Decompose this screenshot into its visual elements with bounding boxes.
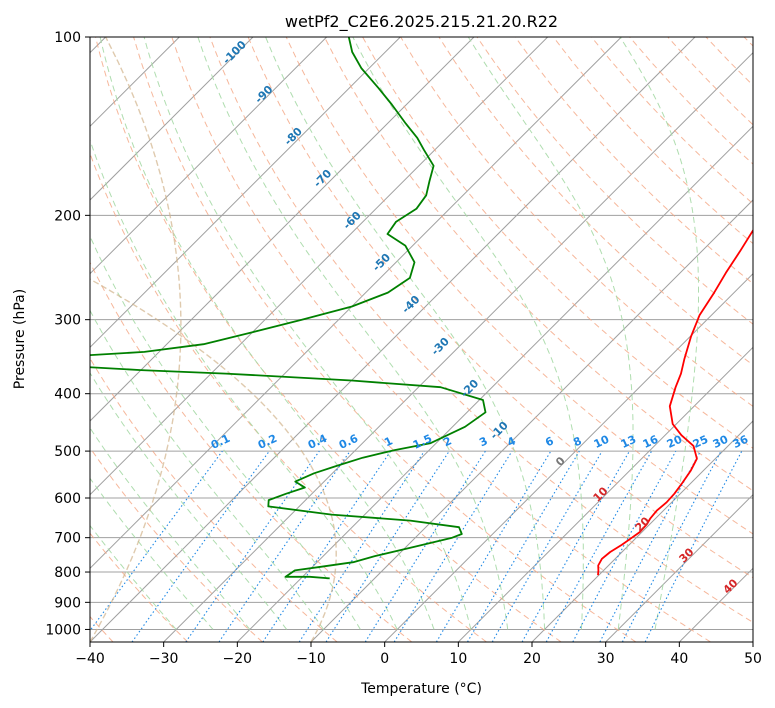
dry-adiabat-line [209, 37, 753, 623]
mixing-ratio-line [545, 450, 653, 642]
mixing-ratio-label: 36 [731, 433, 751, 451]
plot-frame [89, 36, 754, 643]
y-axis: 100 200 300 400 500 600 700 800 900 1000 [45, 30, 90, 638]
mixing-ratio-line [131, 450, 270, 642]
outer-reference-curve [90, 37, 182, 642]
isotherm-line [90, 37, 696, 642]
mixing-ratio-line [262, 450, 392, 642]
mixing-ratio-label: 10 [592, 433, 612, 451]
plot-area: -100-90-80-70-60-50-40-30-20-10010203040… [90, 37, 753, 642]
mixing-ratio-line [325, 450, 450, 642]
dry-adiabat-line [285, 37, 753, 535]
mixing-ratio-label: 20 [665, 433, 685, 451]
x-tick-label: 10 [449, 651, 467, 667]
x-tick-label: 0 [380, 651, 389, 667]
dry-adiabat-line [514, 37, 753, 285]
isotherm-line [605, 493, 753, 642]
dry-adiabat-line [171, 37, 711, 642]
mixing-ratio-line [393, 450, 513, 642]
isotherm-line [457, 346, 753, 642]
moist-adiabat-line [143, 37, 472, 630]
x-tick-label: −10 [296, 651, 326, 667]
isotherm-line [90, 37, 401, 349]
isotherm-line [163, 51, 753, 642]
dry-adiabat-line [247, 37, 753, 579]
x-axis: −40 −30 −20 −10 0 10 20 30 40 50 [75, 642, 762, 667]
x-tick-label: −40 [75, 651, 105, 667]
dry-adiabat-line [90, 446, 263, 642]
dry-adiabat-line [95, 37, 562, 642]
moist-adiabat-line [197, 37, 509, 630]
chart-title: wetPf2_C2E6.2025.215.21.20.R22 [285, 12, 558, 32]
y-tick-label: 500 [54, 444, 81, 460]
moist-adiabat-line [265, 37, 546, 630]
y-tick-label: 600 [54, 491, 81, 507]
moist-adiabat-line [90, 138, 398, 630]
x-tick-label: 50 [744, 651, 762, 667]
x-tick-label: 30 [597, 651, 615, 667]
mixing-ratio-line [298, 450, 425, 642]
x-tick-label: −30 [149, 651, 179, 667]
x-axis-label: Temperature (°C) [360, 681, 482, 697]
moist-adiabat-line [90, 235, 361, 630]
mixing-ratio-line [572, 450, 677, 642]
isotherm-line [384, 272, 753, 642]
dry-adiabat-line [133, 37, 637, 642]
isotherm-line [90, 37, 254, 201]
y-tick-label: 400 [54, 387, 81, 403]
mixing-ratio-line [218, 450, 351, 642]
isotherm-line [90, 37, 328, 275]
moist-adiabat-line [90, 371, 288, 630]
mixing-ratio-line [644, 450, 743, 642]
isotherm-line [236, 125, 753, 642]
y-tick-label: 800 [54, 565, 81, 581]
moist-adiabat-line [352, 37, 584, 630]
moist-adiabat-line [90, 427, 251, 630]
outer-reference-curve [90, 278, 337, 642]
mixing-ratio-line [185, 450, 320, 642]
dry-adiabat-line [90, 357, 338, 642]
mixing-ratio-line [521, 450, 630, 642]
moist-adiabat-line [90, 477, 214, 630]
moist-adiabat-line [619, 37, 699, 630]
x-tick-label: −20 [223, 651, 253, 667]
mixing-ratio-line [90, 450, 223, 632]
isotherm-line [90, 37, 475, 422]
isotherm-line [90, 37, 549, 496]
y-tick-label: 900 [54, 595, 81, 611]
temperature-profile-line [597, 228, 753, 576]
dewpoint-profile-line [90, 37, 487, 580]
moist-adiabat-line [467, 37, 634, 630]
moist-adiabat-line [99, 37, 435, 630]
y-tick-label: 200 [54, 208, 81, 224]
isotherm-line [531, 420, 753, 642]
x-tick-label: 20 [523, 651, 541, 667]
mixing-ratio-label: 13 [619, 433, 638, 451]
mixing-ratio-label: 25 [691, 433, 710, 451]
y-tick-label: 700 [54, 531, 81, 547]
y-tick-label: 300 [54, 313, 81, 329]
mixing-ratio-label: 16 [641, 433, 661, 451]
moist-adiabat-line [90, 524, 177, 630]
moist-adiabat-line [90, 309, 325, 630]
dry-adiabat-line [323, 37, 753, 492]
y-tick-label: 1000 [45, 622, 81, 638]
mixing-ratio-label: 30 [711, 433, 731, 451]
y-tick-label: 100 [54, 30, 81, 46]
x-tick-label: 40 [670, 651, 688, 667]
dry-adiabat-line [90, 261, 413, 642]
isotherm-line [90, 37, 622, 570]
y-axis-label: Pressure (hPa) [12, 289, 28, 389]
